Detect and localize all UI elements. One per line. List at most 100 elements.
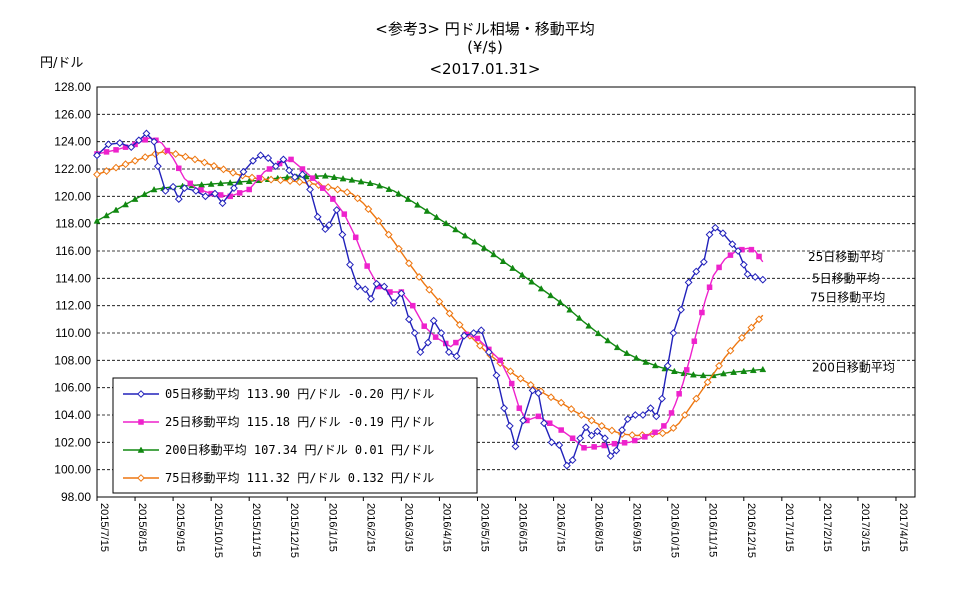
end-labels: 25日移動平均 5日移動平均 75日移動平均 200日移動平均 [808, 250, 895, 374]
data-point [121, 160, 130, 169]
data-point [115, 139, 124, 147]
data-point [509, 264, 517, 271]
data-point [587, 416, 596, 425]
data-point [376, 182, 383, 189]
data-point [210, 162, 218, 170]
data-point [661, 423, 667, 429]
data-point [597, 422, 606, 430]
data-point [623, 415, 632, 424]
legend-box [112, 377, 478, 494]
data-point [211, 189, 219, 198]
data-point [715, 361, 723, 370]
data-point [142, 137, 148, 143]
data-point [669, 424, 678, 432]
y-tick-label: 124.00 [54, 135, 91, 149]
data-point [575, 314, 583, 321]
data-point [236, 190, 243, 196]
data-point [652, 429, 658, 436]
y-tick-label: 106.00 [54, 381, 91, 395]
data-point [547, 438, 556, 447]
data-point [187, 180, 193, 187]
data-point [249, 156, 257, 165]
data-point [295, 178, 304, 186]
data-point [751, 273, 760, 281]
data-point [153, 162, 162, 171]
data-point [748, 246, 755, 253]
data-point [389, 299, 398, 307]
data-point [395, 190, 402, 197]
data-point [339, 175, 347, 182]
data-point [104, 140, 113, 149]
end-label: 200日移動平均 [812, 360, 895, 374]
data-point [658, 429, 667, 438]
data-point [631, 437, 638, 444]
data-point [718, 229, 727, 238]
data-point [692, 394, 701, 403]
data-point [516, 374, 525, 383]
data-point [474, 335, 481, 342]
y-tick-label: 114.00 [55, 271, 91, 285]
data-point [134, 136, 143, 145]
data-point [646, 404, 655, 413]
series-lines [93, 129, 767, 470]
end-label: 25日移動平均 [808, 250, 883, 264]
data-point [313, 212, 322, 221]
data-point [668, 410, 675, 416]
data-point [612, 446, 621, 455]
data-point [453, 339, 459, 346]
data-point [703, 378, 712, 387]
data-point [716, 264, 722, 271]
data-point [743, 270, 752, 279]
data-point [176, 165, 182, 172]
data-point [93, 217, 101, 224]
data-point [518, 271, 526, 278]
data-point [727, 252, 734, 258]
data-point [113, 147, 119, 153]
data-point [137, 474, 145, 482]
data-point [705, 230, 714, 239]
data-point [341, 211, 348, 217]
x-tick-label: 2015/10/15 [212, 503, 224, 558]
data-point [591, 444, 597, 450]
data-point [127, 143, 136, 152]
x-tick-label: 2016/3/15 [402, 503, 414, 552]
data-point [352, 234, 359, 241]
data-point [680, 411, 689, 419]
y-tick-label: 98.00 [61, 490, 91, 504]
data-point [499, 257, 507, 264]
data-point [102, 167, 111, 175]
data-point [480, 244, 488, 251]
data-point [271, 162, 280, 171]
data-point [137, 390, 145, 398]
data-point [528, 278, 536, 285]
data-point [346, 260, 354, 269]
x-tick-label: 2016/8/15 [593, 503, 605, 552]
data-point [581, 423, 590, 432]
axes: 98.00 100.00 102.00 104.00 106.00 108.00 110.0… [54, 80, 916, 558]
data-point [357, 178, 365, 185]
x-tick-label: 2015/8/15 [136, 503, 148, 552]
data-point [663, 361, 672, 370]
data-point [416, 348, 425, 357]
data-point [137, 446, 145, 453]
data-point [384, 230, 393, 239]
data-point [286, 177, 294, 185]
data-point [361, 285, 370, 294]
legend-entry: 05日移動平均 113.90 円/ドル -0.20 円/ドル [123, 387, 434, 401]
end-label: 5日移動平均 [812, 271, 880, 285]
legend-text: 75日移動平均 111.32 円/ドル 0.132 円/ドル [165, 471, 434, 485]
data-point [642, 358, 650, 365]
series-line [96, 175, 763, 377]
x-tick-label: 2016/6/15 [517, 503, 529, 552]
y-tick-label: 120.00 [54, 189, 91, 203]
data-point [141, 190, 148, 198]
data-point [200, 158, 209, 167]
data-point [435, 297, 444, 306]
data-point [229, 168, 237, 177]
data-point [691, 338, 698, 344]
data-point [138, 419, 144, 425]
data-point [298, 170, 307, 179]
data-point [410, 329, 419, 337]
data-point [670, 367, 678, 375]
data-point [621, 440, 628, 446]
